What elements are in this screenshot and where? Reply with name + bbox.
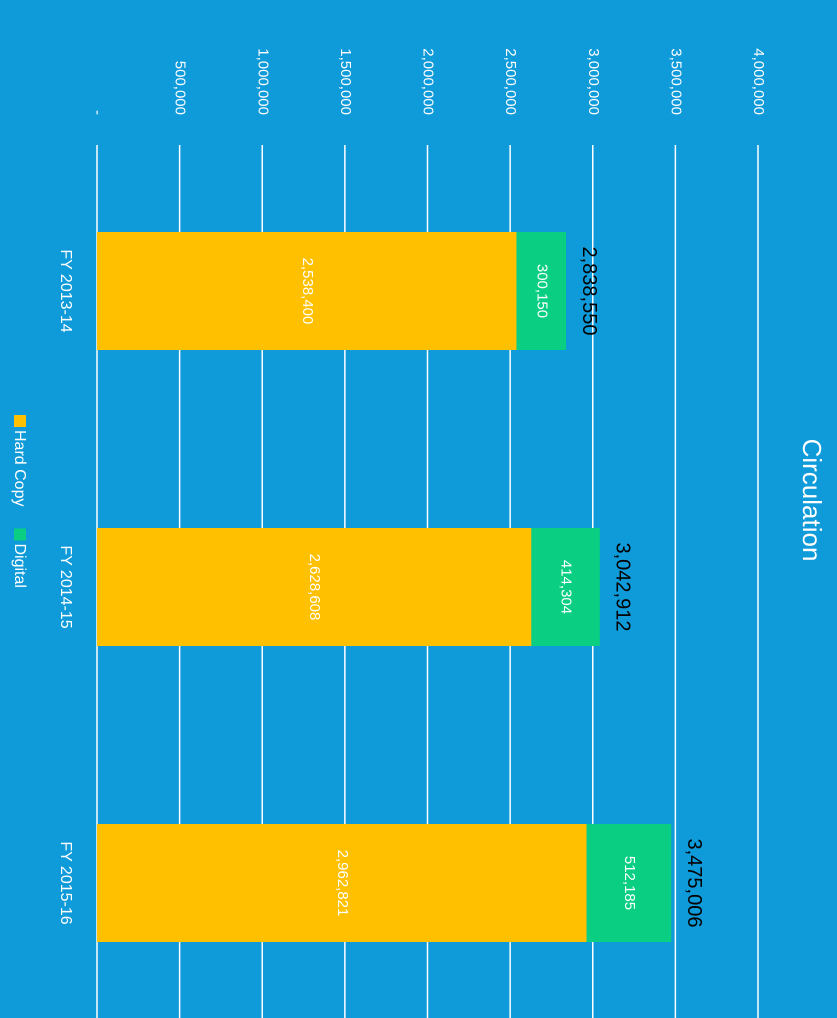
data-label: 2,538,400 <box>299 258 316 325</box>
legend-swatch <box>14 415 26 427</box>
bar-segment <box>516 232 567 350</box>
total-label: 2,838,550 <box>578 247 600 336</box>
y-tick-label: 3,500,000 <box>667 48 684 115</box>
data-label: 414,304 <box>558 560 575 614</box>
legend-label: Digital <box>11 543 28 587</box>
y-tick-label: 3,000,000 <box>585 48 602 115</box>
total-label: 3,042,912 <box>612 543 634 632</box>
chart-title: Circulation <box>797 439 827 562</box>
bar-segment <box>531 528 600 646</box>
x-tick-label: FY 2014-15 <box>57 545 74 628</box>
y-tick-label: - <box>89 110 106 115</box>
data-label: 512,185 <box>621 856 638 910</box>
y-tick-label: 2,000,000 <box>420 48 437 115</box>
data-label: 2,628,608 <box>306 554 323 621</box>
bar-segment <box>586 824 672 942</box>
y-tick-label: 1,500,000 <box>337 48 354 115</box>
y-tick-label: 4,000,000 <box>750 48 767 115</box>
x-tick-label: FY 2013-14 <box>57 249 74 332</box>
legend-swatch <box>14 528 26 541</box>
bar-segment <box>97 232 517 350</box>
data-label: 2,962,821 <box>334 850 351 917</box>
data-label: 300,150 <box>533 264 550 318</box>
bar-segment <box>97 528 532 646</box>
y-tick-label: 1,000,000 <box>254 48 271 115</box>
total-label: 3,475,006 <box>683 839 705 928</box>
rotated-plot: Circulation - 500,000 1,000,000 1,500,000 2,… <box>11 48 827 1018</box>
x-tick-label: FY 2015-16 <box>57 841 74 924</box>
legend-label: Hard Copy <box>11 430 28 506</box>
y-tick-label: 2,500,000 <box>502 48 519 115</box>
y-tick-label: 500,000 <box>172 61 189 115</box>
bar-segment <box>97 824 587 942</box>
